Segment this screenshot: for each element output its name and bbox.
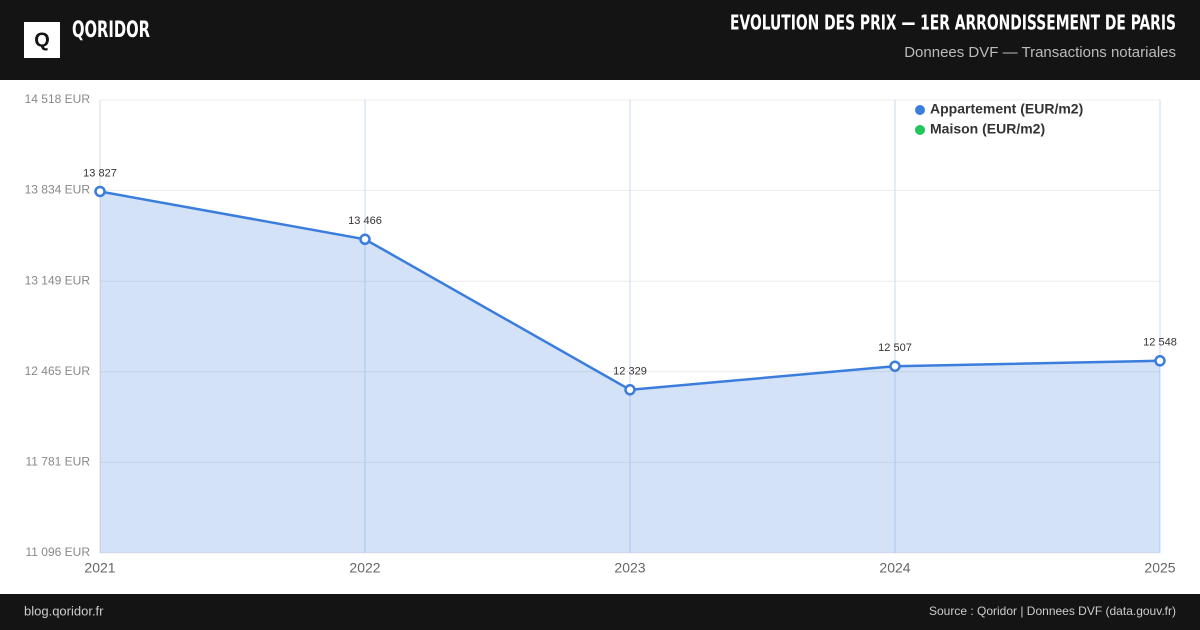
logo: Q (34, 29, 50, 51)
chart-subtitle: Donnees DVF — Transactions notariales (904, 44, 1176, 61)
point (94, 185, 106, 198)
point (1154, 355, 1166, 367)
footer-left: blog.qoridor.fr (24, 603, 104, 618)
x-tick-label: 2025 (1144, 560, 1175, 576)
y-tick-label: 13 149 EUR (25, 273, 91, 287)
logo-box (24, 22, 60, 58)
value-label: 12 548 (1143, 337, 1177, 349)
y-tick-label: 11 096 EUR (26, 545, 91, 559)
point (889, 360, 901, 372)
y-tick-label: 11 781 EUR (26, 454, 91, 468)
x-tick-label: 2022 (349, 560, 380, 576)
value-label: 12 507 (878, 342, 912, 354)
chart-title: EVOLUTION DES PRIX — 1ER ARRONDISSEMENT … (730, 11, 1176, 35)
value-label: 13 466 (348, 215, 382, 227)
x-tick-label: 2023 (614, 560, 645, 576)
footer-right: Source : Qoridor | Donnees DVF (data.gou… (929, 604, 1176, 618)
legend-swatch (915, 105, 925, 115)
area (100, 191, 1160, 553)
legend-label: Appartement (EUR/m2) (930, 101, 1083, 117)
legend-swatch (915, 125, 925, 135)
header-bar (0, 0, 1200, 80)
y-tick-label: 13 834 EUR (25, 183, 91, 197)
footer-bar (0, 594, 1200, 630)
x-tick-label: 2024 (879, 560, 910, 576)
legend-label: Maison (EUR/m2) (930, 121, 1045, 137)
x-tick-label: 2021 (84, 560, 115, 576)
y-tick-label: 14 518 EUR (25, 92, 91, 106)
y-tick-label: 12 465 EUR (25, 364, 91, 378)
point (624, 384, 636, 396)
plot: 14 518 EUR 13 834 EUR 13 149 EUR 12 465 EUR… (25, 92, 1177, 576)
value-label: 12 329 (613, 366, 647, 378)
brand: QORIDOR (72, 18, 150, 43)
point (359, 233, 371, 246)
value-label: 13 827 (83, 167, 117, 179)
